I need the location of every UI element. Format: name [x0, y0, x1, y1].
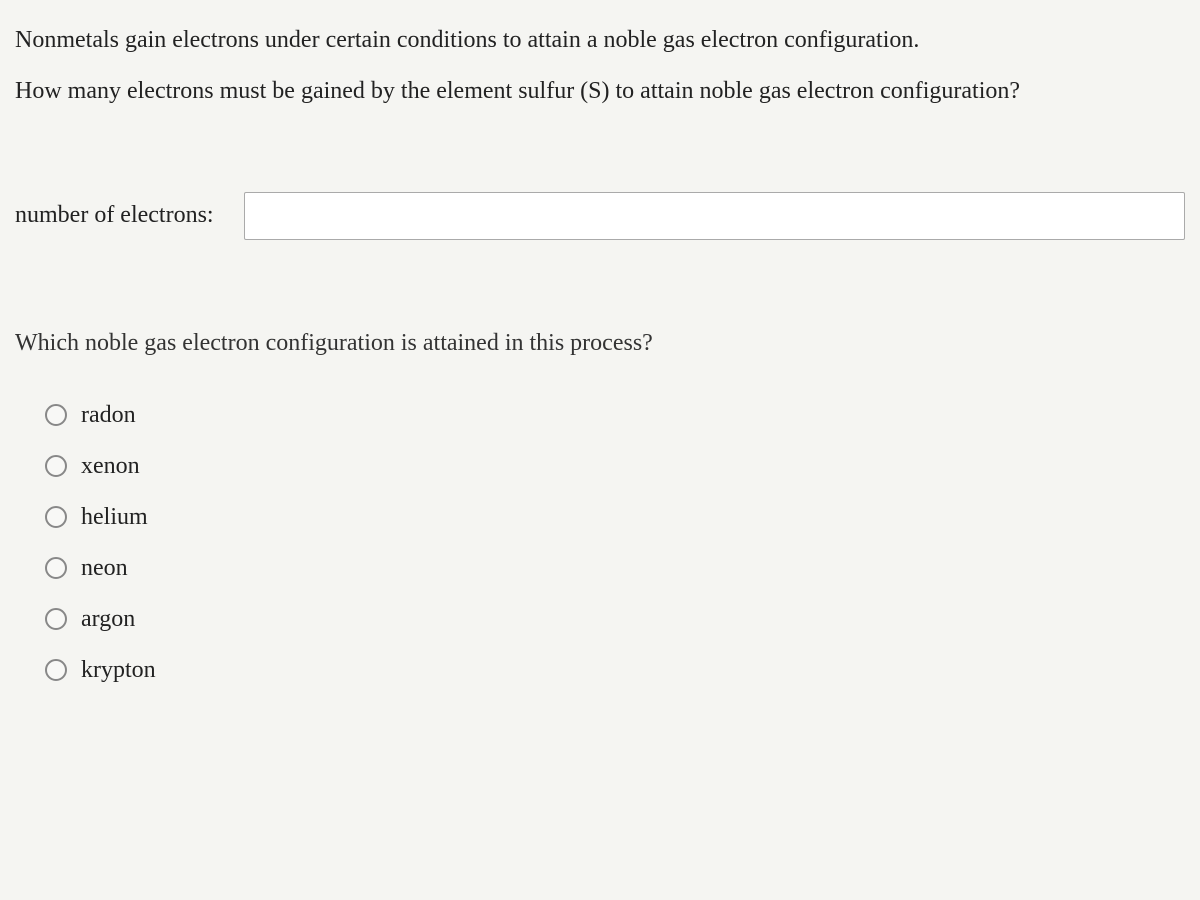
question-line-1: Nonmetals gain electrons under certain c…: [15, 20, 1185, 61]
input-section: number of electrons:: [15, 192, 1185, 240]
option-label[interactable]: helium: [81, 504, 148, 531]
radio-icon[interactable]: [45, 557, 67, 579]
option-neon[interactable]: neon: [45, 555, 1185, 582]
radio-icon[interactable]: [45, 506, 67, 528]
option-radon[interactable]: radon: [45, 402, 1185, 429]
input-label: number of electrons:: [15, 202, 214, 229]
question-container: Nonmetals gain electrons under certain c…: [15, 20, 1185, 112]
radio-icon[interactable]: [45, 659, 67, 681]
question-line-2: How many electrons must be gained by the…: [15, 71, 1185, 112]
option-label[interactable]: xenon: [81, 453, 140, 480]
option-krypton[interactable]: krypton: [45, 657, 1185, 684]
radio-icon[interactable]: [45, 608, 67, 630]
number-of-electrons-input[interactable]: [244, 192, 1185, 240]
sub-question: Which noble gas electron configuration i…: [15, 330, 1185, 357]
option-label[interactable]: argon: [81, 606, 135, 633]
radio-icon[interactable]: [45, 404, 67, 426]
option-helium[interactable]: helium: [45, 504, 1185, 531]
option-label[interactable]: krypton: [81, 657, 156, 684]
options-list: radon xenon helium neon argon krypton: [15, 402, 1185, 684]
option-xenon[interactable]: xenon: [45, 453, 1185, 480]
option-argon[interactable]: argon: [45, 606, 1185, 633]
option-label[interactable]: radon: [81, 402, 136, 429]
option-label[interactable]: neon: [81, 555, 128, 582]
radio-icon[interactable]: [45, 455, 67, 477]
